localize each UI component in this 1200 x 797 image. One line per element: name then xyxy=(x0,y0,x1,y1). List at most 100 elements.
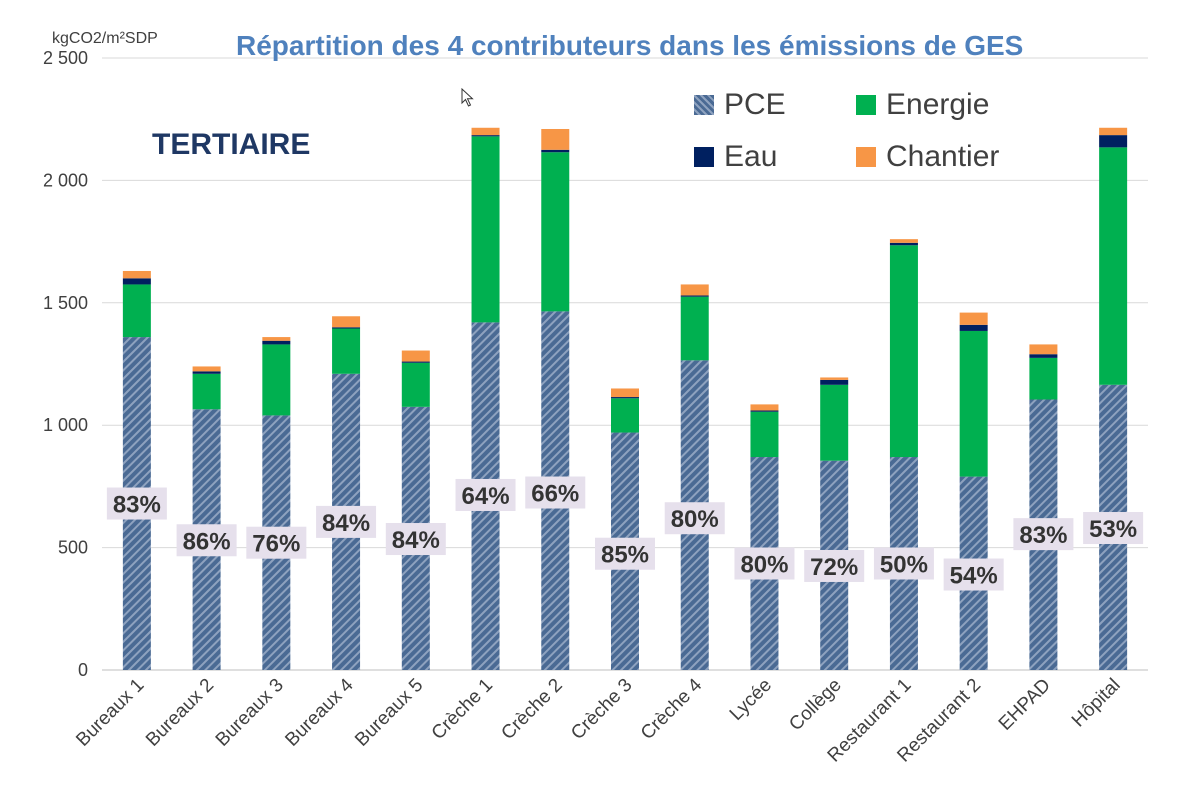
pce-share-label-box xyxy=(525,476,586,509)
bar-segment-energie xyxy=(889,245,918,458)
x-tick-label: Lycée xyxy=(726,675,776,725)
pce-share-label: 84% xyxy=(322,510,370,537)
pce-share-label-box xyxy=(943,558,1004,591)
pce-share-label: 83% xyxy=(113,492,161,519)
bar-segment-energie xyxy=(1099,147,1128,385)
bar-segment-eau xyxy=(611,397,639,399)
legend-item-pce: PCE xyxy=(694,88,786,122)
pce-share-label-box xyxy=(246,526,307,559)
x-tick-label: Bureaux 2 xyxy=(142,675,218,751)
y-axis-ticks: 0 500 1 000 1 500 2 000 2 500 xyxy=(43,48,88,680)
pce-share-label: 54% xyxy=(950,563,998,590)
y-axis-unit-label: kgCO2/m²SDP xyxy=(52,30,158,47)
x-tick-label: EHPAD xyxy=(995,675,1055,735)
x-tick-label: Collège xyxy=(785,675,845,735)
bar-segment-eau xyxy=(262,340,291,345)
bar-segment-chantier xyxy=(1099,127,1128,136)
bar-segment-energie xyxy=(680,296,709,361)
x-tick-label: Bureaux 1 xyxy=(72,675,148,751)
bar-segment-eau xyxy=(680,295,709,297)
pce-share-label-box xyxy=(455,478,516,511)
bar-segment-eau xyxy=(401,361,430,363)
bar-segment-chantier xyxy=(262,337,291,341)
x-tick-label: Bureaux 5 xyxy=(351,675,427,751)
bar-segment-eau xyxy=(750,410,779,412)
bar-segment-energie xyxy=(122,284,151,338)
pce-share-label-box xyxy=(385,523,446,556)
bar-segment-chantier xyxy=(332,316,361,328)
mouse-cursor-icon xyxy=(461,88,474,107)
x-tick-label: Crèche 2 xyxy=(497,675,566,744)
pce-share-label-box xyxy=(1083,512,1144,545)
pce-share-label-box xyxy=(804,549,865,582)
bar-segment-eau xyxy=(1099,135,1128,148)
pce-share-label: 80% xyxy=(671,506,719,533)
pce-share-label: 86% xyxy=(183,528,231,555)
pce-share-label-box xyxy=(316,505,377,538)
bar-segment-energie xyxy=(262,344,291,416)
bar-segment-eau xyxy=(332,327,361,329)
y-tick-label: 1 000 xyxy=(43,415,88,435)
pce-share-label-box xyxy=(176,524,237,557)
bar-segment-energie xyxy=(750,411,779,458)
bar-segment-chantier xyxy=(471,127,500,136)
bar-segment-eau xyxy=(471,135,500,137)
bar-segment-energie xyxy=(959,330,988,477)
bar-segment-energie xyxy=(401,362,430,407)
bar-segment-energie xyxy=(1029,357,1058,400)
y-tick-label: 2 500 xyxy=(43,48,88,68)
bar-segment-chantier xyxy=(122,270,151,279)
pce-share-label-box xyxy=(595,537,655,570)
bar-segment-energie xyxy=(611,398,639,433)
pce-share-labels: 83% 86% 76% 84% 84% 64% 66% 85% 80% 80% 72% 50% 54% 8… xyxy=(106,476,1144,591)
y-tick-label: 500 xyxy=(58,538,88,558)
bar-segment-chantier xyxy=(401,350,430,362)
pce-share-label: 80% xyxy=(740,552,788,579)
pce-share-label-box xyxy=(873,547,934,580)
bar-segment-chantier xyxy=(541,128,570,150)
legend-swatch-chantier xyxy=(856,147,876,167)
pce-share-label: 53% xyxy=(1089,516,1137,543)
bar-segment-chantier xyxy=(1029,344,1058,355)
pce-share-label: 50% xyxy=(880,552,928,579)
bar-segment-eau xyxy=(959,324,988,331)
bar-segment-energie xyxy=(471,136,500,323)
pce-share-label: 66% xyxy=(531,481,579,508)
bar-segment-eau xyxy=(122,278,151,285)
chart-title: Répartition des 4 contributeurs dans les… xyxy=(236,30,1024,61)
legend-label-eau: Eau xyxy=(724,140,778,173)
bar-segment-chantier xyxy=(611,388,639,398)
bar-segment-eau xyxy=(192,371,221,374)
bar-segment-chantier xyxy=(750,404,779,411)
sector-label: TERTIAIRE xyxy=(152,128,311,161)
y-tick-label: 0 xyxy=(78,660,88,680)
bar-segment-energie xyxy=(332,328,361,374)
bar-segment-energie xyxy=(192,373,221,410)
x-tick-label: Bureaux 4 xyxy=(281,674,357,750)
pce-share-label-box xyxy=(664,502,725,535)
bar-segment-energie xyxy=(541,152,570,312)
pce-share-label: 84% xyxy=(392,527,440,554)
bar-segment-eau xyxy=(820,379,849,385)
legend-label-chantier: Chantier xyxy=(886,140,1000,173)
legend-label-pce: PCE xyxy=(724,88,786,121)
x-tick-label: Crèche 4 xyxy=(637,674,707,744)
legend-swatch-pce xyxy=(694,95,714,115)
bar-segment-chantier xyxy=(820,377,849,380)
legend-swatch-eau xyxy=(694,147,714,167)
bar-segment-chantier xyxy=(192,366,221,372)
pce-share-label: 64% xyxy=(462,483,510,510)
legend-item-chantier: Chantier xyxy=(856,140,999,174)
x-tick-label: Bureaux 3 xyxy=(212,675,288,751)
bar-segment-chantier xyxy=(889,239,918,243)
pce-share-label-box xyxy=(734,547,795,580)
y-tick-label: 1 500 xyxy=(43,293,88,313)
bar-segment-chantier xyxy=(680,284,709,296)
pce-share-label: 72% xyxy=(810,554,858,581)
pce-share-label: 83% xyxy=(1019,522,1067,549)
x-tick-label: Crèche 3 xyxy=(567,675,636,744)
pce-share-label: 76% xyxy=(252,531,300,558)
bar-segment-eau xyxy=(889,242,918,246)
